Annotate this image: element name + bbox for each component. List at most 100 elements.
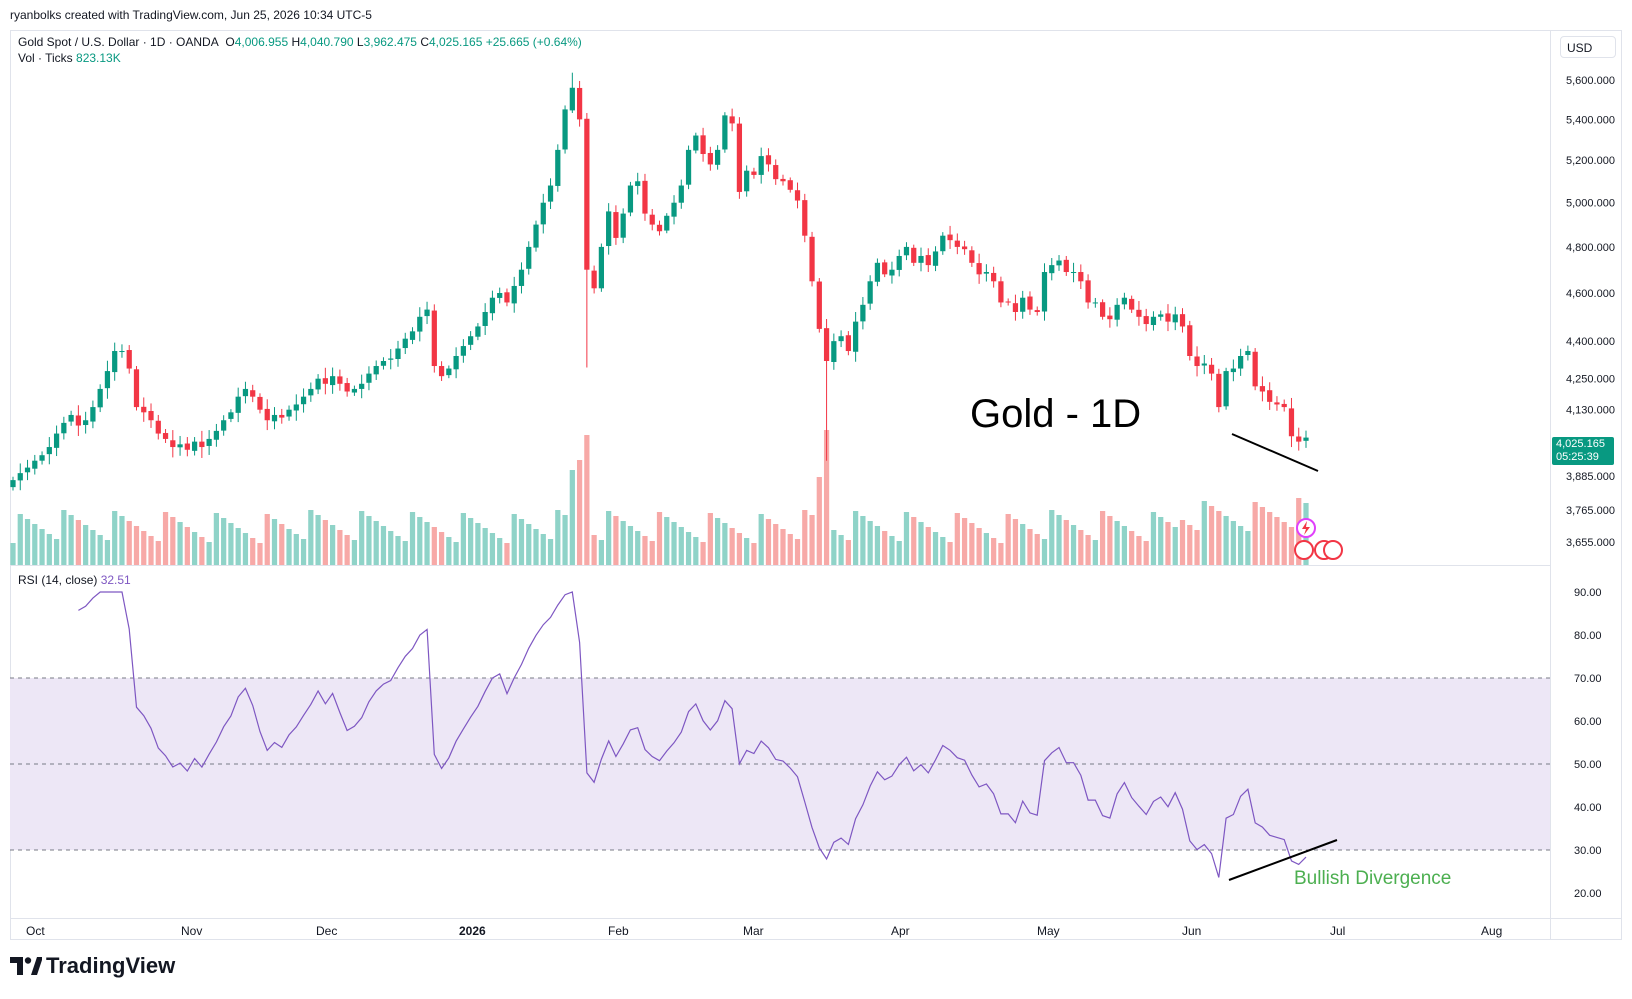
candle-body — [155, 420, 161, 434]
time-tick-label: 2026 — [459, 924, 486, 938]
candle-body — [388, 358, 394, 360]
time-axis: Oct Nov Dec 2026 Feb Mar Apr May Jun Jul Aug — [26, 924, 1502, 938]
price-tick-label: 4,130.000 — [1566, 405, 1615, 417]
low-value: 3,962.475 — [363, 35, 417, 49]
candle-body — [221, 420, 227, 431]
candle-body — [1136, 309, 1142, 317]
candle-body — [838, 336, 844, 342]
candle-body — [424, 309, 430, 317]
volume-bar — [976, 528, 982, 565]
trendline-drawings[interactable] — [1228, 433, 1338, 881]
candle-body — [1150, 316, 1157, 326]
candle-body — [1281, 403, 1287, 408]
open-value: 4,006.955 — [234, 35, 289, 49]
volume-bar — [1252, 502, 1258, 565]
candle-body — [591, 270, 597, 289]
candle-body — [1230, 368, 1236, 373]
volume-bar — [431, 527, 437, 565]
candle-body — [685, 149, 692, 185]
volume-bar — [1107, 516, 1113, 565]
candle-body — [1259, 386, 1266, 392]
volume-bar — [576, 460, 583, 565]
volume-bar — [845, 540, 851, 565]
volume-bar — [395, 536, 401, 565]
volume-bar — [642, 536, 648, 565]
volume-legend: Vol · Ticks 823.13K — [18, 51, 121, 65]
candle-body — [1267, 390, 1273, 402]
volume-bar — [816, 477, 822, 565]
volume-bar — [39, 529, 45, 565]
last-price-value: 4,025.165 — [1556, 438, 1605, 450]
price-divergence-line[interactable] — [1231, 433, 1319, 472]
candle-body — [845, 335, 851, 352]
us-flag-icon[interactable] — [1294, 540, 1314, 560]
volume-bar — [540, 534, 546, 565]
time-tick-label: May — [1037, 924, 1060, 938]
close-label: C — [420, 35, 429, 49]
logo-text: TradingView — [46, 953, 176, 978]
candle-body — [853, 321, 859, 352]
candle-body — [787, 180, 793, 190]
volume-bar — [649, 541, 655, 565]
volume-bar — [773, 524, 779, 565]
candle-body — [344, 383, 350, 392]
volume-bar — [1194, 530, 1200, 565]
rsi-divergence-line[interactable] — [1228, 839, 1338, 881]
volume-bar — [1005, 514, 1011, 565]
volume-bar — [940, 537, 946, 565]
volume-bar — [489, 533, 496, 565]
volume-bar — [90, 530, 96, 565]
volume-bar — [359, 511, 365, 565]
volume-bar — [722, 523, 728, 565]
candle-body — [300, 396, 307, 405]
candle-body — [293, 404, 299, 411]
rsi-value: 32.51 — [100, 573, 131, 587]
volume-bar — [417, 517, 423, 565]
volume-bar — [300, 539, 307, 565]
candle-body — [649, 214, 655, 225]
candle-body — [1034, 310, 1040, 312]
volume-bar — [998, 543, 1004, 565]
volume-bar — [380, 526, 387, 565]
time-tick-label: Jun — [1182, 924, 1201, 938]
volume-bar — [1078, 530, 1084, 565]
volume-bar — [213, 513, 220, 565]
candle-body — [678, 185, 684, 203]
candle-body — [315, 378, 321, 390]
candle-body — [744, 170, 750, 192]
candle-body — [903, 246, 910, 256]
candle-body — [1274, 402, 1280, 405]
volume-bar — [17, 514, 23, 565]
candle-body — [918, 255, 924, 263]
volume-bar — [468, 518, 474, 565]
rsi-tick-label: 20.00 — [1574, 888, 1602, 900]
candle-body — [17, 473, 23, 481]
volume-bar — [969, 523, 975, 565]
volume-bar — [315, 515, 321, 565]
event-icons[interactable] — [1294, 518, 1343, 560]
candle-body — [925, 255, 931, 266]
candle-body — [867, 281, 873, 304]
volume-bar — [765, 519, 772, 565]
volume-bar — [584, 435, 590, 565]
us-flag-icon[interactable] — [1323, 540, 1343, 560]
volume-bar — [330, 525, 336, 565]
candle-body — [330, 376, 336, 386]
volume-bar — [991, 538, 997, 565]
volume-bar — [10, 543, 16, 565]
rsi-tick-label: 50.00 — [1574, 759, 1602, 771]
candle-body — [228, 412, 234, 419]
candle-body — [823, 328, 830, 361]
time-tick-label: Feb — [608, 924, 629, 938]
price-tick-label: 5,000.000 — [1566, 198, 1615, 210]
tradingview-logo[interactable]: TradingView — [10, 953, 175, 979]
candle-body — [359, 383, 365, 389]
currency-selector[interactable]: USD — [1560, 36, 1616, 58]
volume-bar — [83, 525, 89, 565]
candle-body — [475, 326, 481, 337]
candle-body — [453, 355, 459, 370]
volume-bar — [184, 527, 190, 565]
candle-body — [1172, 314, 1178, 323]
rsi-tick-label: 80.00 — [1574, 630, 1602, 642]
